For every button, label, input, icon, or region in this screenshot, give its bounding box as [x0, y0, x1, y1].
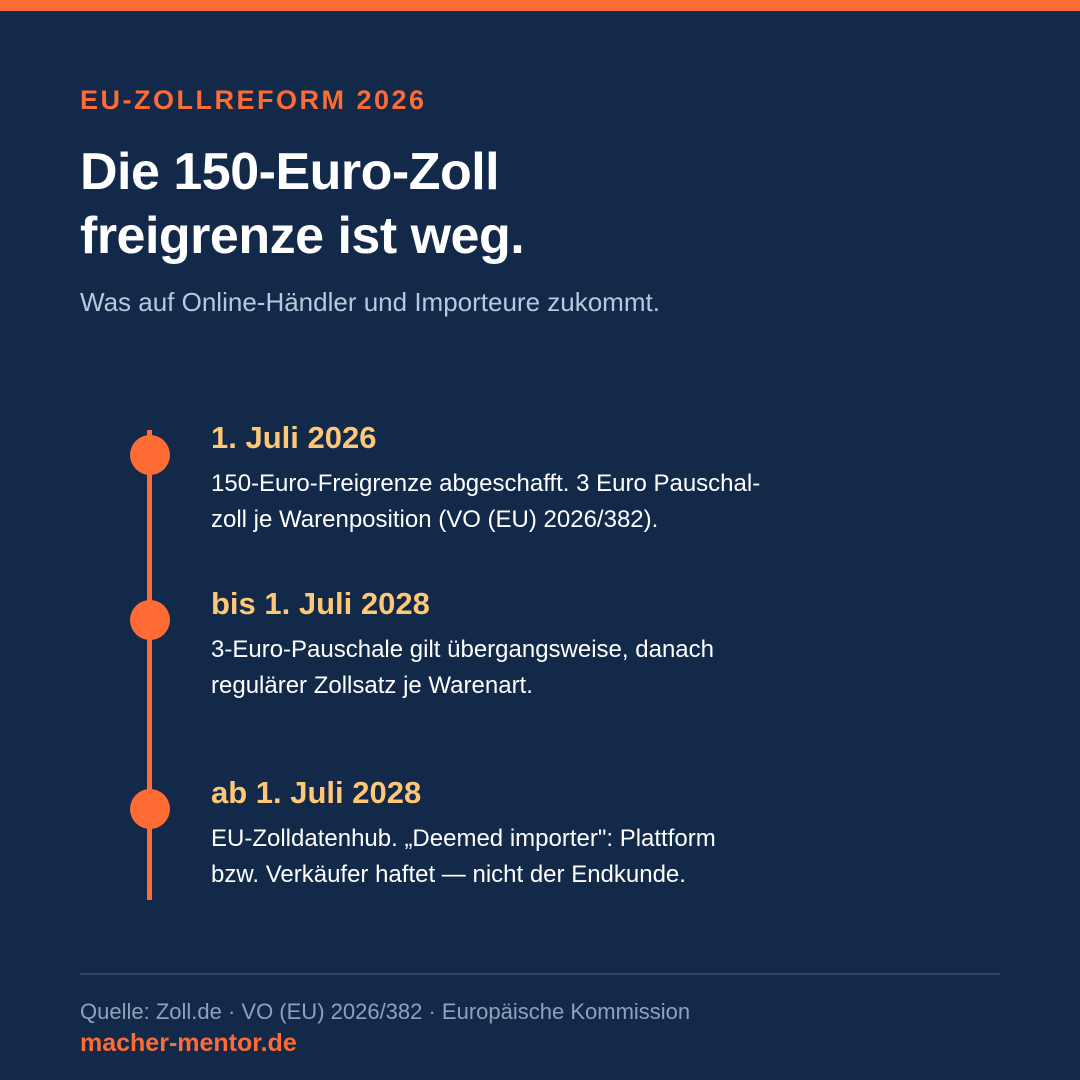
timeline-line	[147, 430, 152, 900]
timeline-text-line: bzw. Verkäufer haftet — nicht der Endkun…	[211, 861, 686, 888]
title-line-2: freigrenze ist weg.	[80, 207, 525, 265]
timeline-text: EU-Zolldatenhub. „Deemed importer": Plat…	[211, 821, 851, 893]
page-title: Die 150-Euro-Zoll freigrenze ist weg.	[80, 140, 525, 268]
timeline-text-line: 150-Euro-Freigrenze abgeschafft. 3 Euro …	[211, 470, 761, 497]
source-note: Quelle: Zoll.de · VO (EU) 2026/382 · Eur…	[80, 999, 691, 1024]
timeline-dot-1	[130, 435, 170, 475]
timeline-entry-3: ab 1. Juli 2028 EU-Zolldatenhub. „Deemed…	[211, 773, 851, 893]
timeline-text-line: 3-Euro-Pauschale gilt übergangsweise, da…	[211, 636, 714, 663]
timeline-text-line: zoll je Warenposition (VO (EU) 2026/382)…	[211, 506, 659, 533]
timeline-text-line: regulärer Zollsatz je Warenart.	[211, 672, 533, 699]
timeline-text-line: EU-Zolldatenhub. „Deemed importer": Plat…	[211, 825, 716, 852]
timeline-text: 3-Euro-Pauschale gilt übergangsweise, da…	[211, 632, 851, 704]
timeline-date: bis 1. Juli 2028	[211, 586, 430, 621]
timeline-date: 1. Juli 2026	[211, 420, 377, 455]
timeline-date: ab 1. Juli 2028	[211, 775, 422, 810]
timeline-entry-1: 1. Juli 2026 150-Euro-Freigrenze abgesch…	[211, 418, 851, 538]
timeline-dot-3	[130, 789, 170, 829]
kicker-label: EU-ZOLLREFORM 2026	[80, 85, 427, 115]
top-accent-bar	[0, 0, 1080, 11]
footer-divider	[80, 973, 1000, 975]
brand-link[interactable]: macher-mentor.de	[80, 1029, 297, 1057]
title-line-1: Die 150-Euro-Zoll	[80, 143, 500, 201]
timeline-entry-2: bis 1. Juli 2028 3-Euro-Pauschale gilt ü…	[211, 584, 851, 704]
page-subtitle: Was auf Online-Händler und Importeure zu…	[80, 287, 660, 317]
timeline-text: 150-Euro-Freigrenze abgeschafft. 3 Euro …	[211, 466, 851, 538]
timeline-dot-2	[130, 600, 170, 640]
